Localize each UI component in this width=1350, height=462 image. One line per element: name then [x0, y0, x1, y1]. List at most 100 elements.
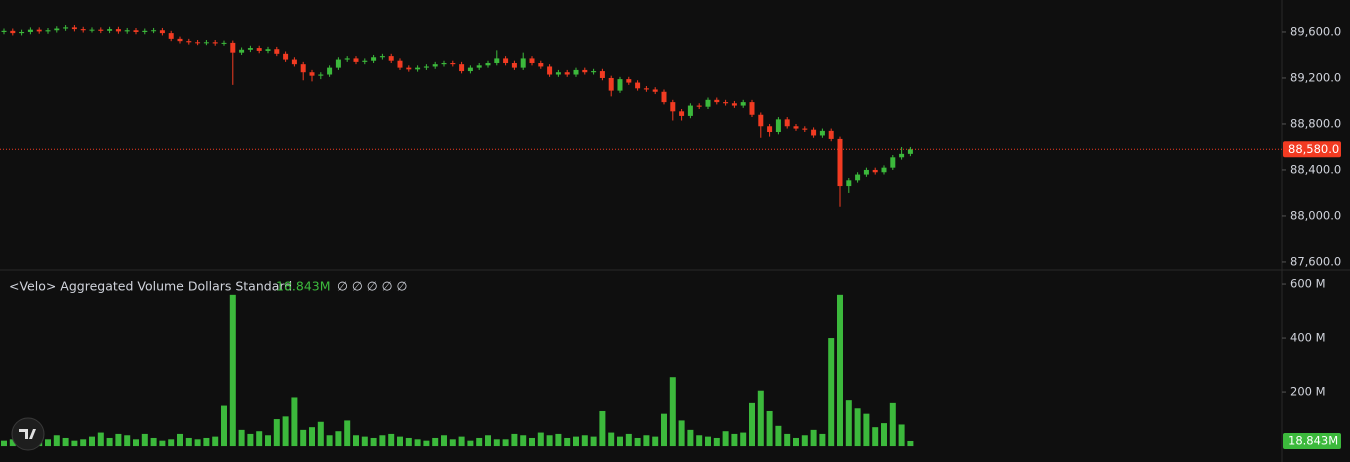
volume-bar [845, 400, 852, 447]
y-tick-label: 89,200.0 [1290, 70, 1341, 84]
candle-body [863, 169, 869, 175]
volume-bar [432, 437, 439, 447]
volume-placeholders: ∅ ∅ ∅ ∅ ∅ [337, 279, 407, 294]
volume-bar [273, 419, 280, 447]
y-tick-label: 88,000.0 [1290, 208, 1341, 222]
volume-bar [71, 440, 78, 447]
volume-title: <Velo> Aggregated Volume Dollars Standar… [9, 279, 292, 294]
candle-body [582, 69, 588, 73]
volume-bar [194, 439, 201, 447]
volume-bar [344, 420, 351, 447]
volume-bar [652, 436, 659, 447]
volume-bar [678, 420, 685, 447]
volume-bar [106, 437, 113, 447]
volume-bar [221, 405, 227, 447]
volume-bar [511, 433, 518, 447]
candle-body [547, 66, 553, 75]
volume-bar [414, 439, 421, 447]
candle-body [573, 69, 579, 75]
volume-bar [141, 433, 148, 447]
volume-bar [889, 402, 896, 447]
volume-bar [212, 436, 219, 447]
volume-bar [669, 377, 676, 447]
candle-body [441, 63, 447, 65]
volume-bar [493, 439, 500, 447]
candle-body [133, 30, 139, 32]
volume-bar [265, 435, 271, 447]
candle-body [159, 30, 165, 34]
candle-body [221, 42, 227, 44]
candle-body [115, 29, 121, 32]
candle-body [687, 105, 693, 116]
volume-bar [537, 432, 544, 447]
candle-body [283, 53, 289, 60]
candle-body [837, 138, 843, 187]
volume-bar [467, 440, 474, 447]
last-volume-label: 18.843M [1288, 433, 1338, 447]
candle-body [846, 180, 852, 187]
volume-bar [388, 433, 395, 447]
volume-legend-value: 18.843M [276, 279, 331, 294]
last-price-label: 88,580.0 [1288, 142, 1339, 156]
volume-bar [907, 440, 914, 447]
volume-bar [590, 436, 597, 447]
candle-body [10, 30, 16, 34]
candle-body [740, 102, 746, 106]
candle-body [318, 74, 324, 76]
volume-bar [625, 433, 632, 447]
y-tick-label: 88,800.0 [1290, 116, 1341, 130]
candle-body [36, 29, 42, 32]
volume-bar [854, 408, 861, 447]
volume-bar [555, 433, 562, 447]
candle-body [27, 29, 33, 32]
volume-bar [379, 435, 386, 447]
volume-bar [898, 424, 905, 447]
volume-bar [581, 435, 588, 447]
volume-bar [45, 439, 51, 447]
volume-bar [458, 436, 465, 447]
candle-body [617, 79, 623, 91]
volume-bar [291, 397, 298, 447]
candle-body [564, 72, 570, 75]
candle-body [274, 49, 280, 54]
volume-bar [564, 437, 571, 447]
candle-body [608, 77, 614, 91]
volume-bar [529, 437, 535, 447]
volume-bar [828, 338, 835, 447]
candle-body [907, 149, 913, 154]
volume-bar [335, 431, 342, 447]
candle-body [679, 111, 685, 116]
candle-body [406, 67, 412, 70]
candle-body [855, 174, 861, 181]
candle-body [881, 167, 887, 173]
volume-bar [97, 432, 104, 447]
volume-bar [784, 433, 791, 447]
volume-bar [696, 435, 703, 447]
candle-body [767, 126, 773, 133]
candle-body [626, 79, 632, 83]
volume-bar [124, 435, 131, 447]
logo [11, 417, 45, 451]
volume-bar [9, 439, 16, 447]
volume-bar [89, 436, 95, 447]
candle-body [151, 30, 157, 32]
y-tick-label: 400 M [1290, 331, 1326, 345]
volume-bar [361, 436, 368, 447]
volume-bar [520, 435, 527, 447]
candle-body [107, 29, 113, 31]
candle-body [371, 57, 377, 61]
volume-bar [599, 410, 606, 447]
volume-bar [353, 435, 359, 447]
candle-body [705, 99, 711, 107]
volume-bar [449, 439, 456, 447]
candle-body [177, 38, 183, 42]
candle-body [899, 153, 905, 158]
volume-bar [476, 437, 483, 447]
candle-body [476, 65, 482, 68]
candle-body [749, 102, 755, 115]
candle-body [89, 29, 95, 31]
volume-bar [326, 435, 333, 447]
volume-bar [775, 425, 782, 447]
candle-body [397, 60, 403, 68]
